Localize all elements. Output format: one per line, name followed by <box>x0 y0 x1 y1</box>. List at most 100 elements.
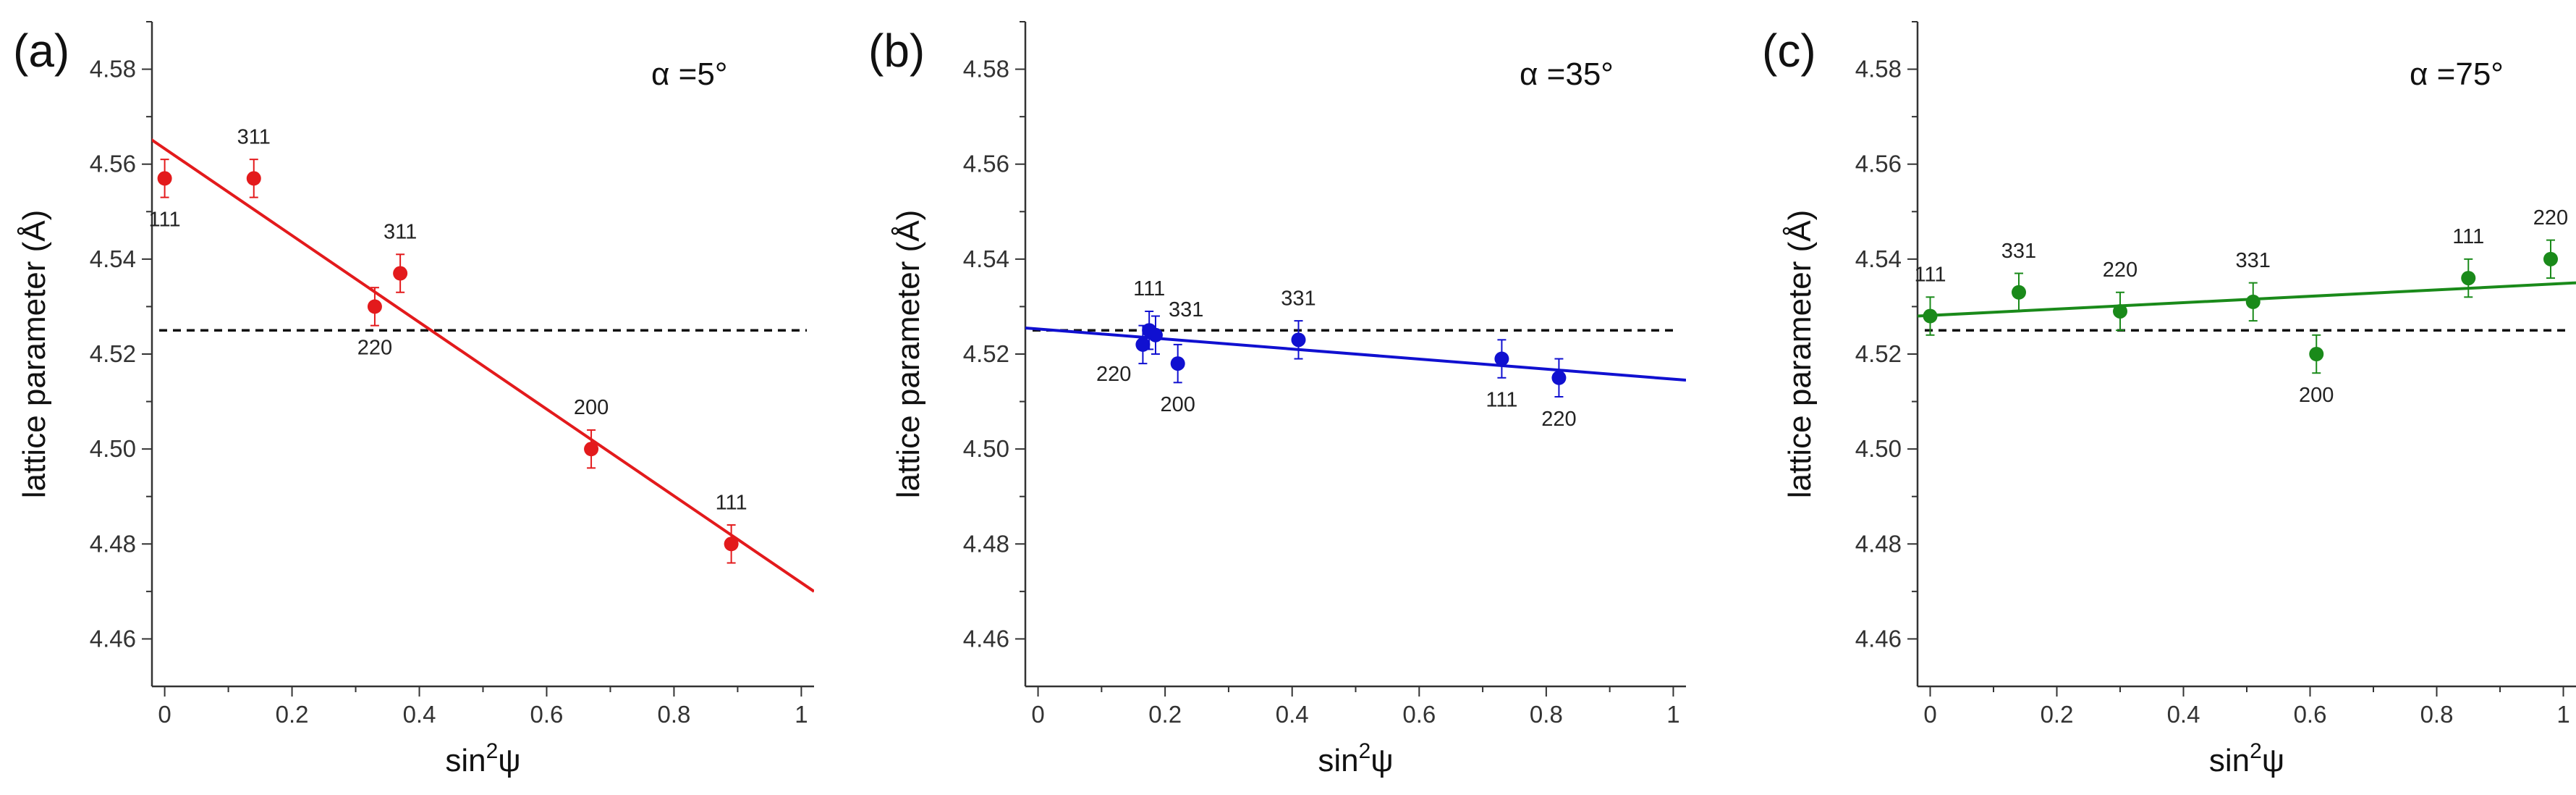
data-marker <box>1135 337 1151 352</box>
point-label: 200 <box>574 396 609 419</box>
data-marker <box>157 171 172 186</box>
point-label: 111 <box>716 491 747 514</box>
x-tick-label: 1 <box>2556 701 2569 728</box>
point-label: 111 <box>1914 264 1946 287</box>
y-axis-title: lattice parameter (Å) <box>1782 210 1818 499</box>
point-label: 220 <box>357 336 392 359</box>
point-label: 111 <box>1486 389 1517 412</box>
point-label: 331 <box>1281 287 1315 310</box>
data-marker <box>1291 332 1306 348</box>
data-marker <box>2113 303 2127 319</box>
data-point: 111 <box>2452 225 2484 298</box>
data-marker <box>1923 308 1938 324</box>
data-marker <box>724 537 739 552</box>
x-tick-label: 0.6 <box>530 701 564 728</box>
x-tick-label: 0 <box>158 701 171 728</box>
point-label: 331 <box>2236 249 2271 272</box>
data-point: 111 <box>1914 264 1946 336</box>
x-tick-label: 0 <box>1031 701 1044 728</box>
y-tick-label: 4.58 <box>963 56 1009 83</box>
y-tick-label: 4.54 <box>963 245 1009 272</box>
x-tick-label: 0.4 <box>403 701 436 728</box>
point-label: 220 <box>2103 258 2138 282</box>
point-label: 111 <box>1133 277 1165 300</box>
point-label: 311 <box>384 221 417 244</box>
data-point: 220 <box>1541 358 1577 431</box>
y-tick-label: 4.48 <box>1855 530 1902 557</box>
x-axis-title-base: sin <box>1318 743 1358 778</box>
x-tick-label: 0.2 <box>1148 701 1182 728</box>
x-tick-label: 0.6 <box>1402 701 1436 728</box>
x-axis-title-tail: ψ <box>498 743 520 778</box>
panel-label: (c) <box>1762 25 1816 77</box>
data-point: 331 <box>2236 249 2271 322</box>
data-marker <box>1494 351 1509 366</box>
data-point: 111 <box>716 491 747 564</box>
x-tick-label: 0.2 <box>2041 701 2074 728</box>
data-marker <box>584 442 599 457</box>
x-tick-label: 0 <box>1923 701 1936 728</box>
y-tick-label: 4.52 <box>90 340 136 367</box>
y-tick-label: 4.48 <box>963 530 1009 557</box>
data-marker <box>1551 370 1567 385</box>
y-tick-label: 4.52 <box>963 340 1009 367</box>
point-label: 220 <box>2533 206 2568 230</box>
y-tick-label: 4.50 <box>1855 435 1902 462</box>
chart-panel-c: 4.46 4.48 4.50 4.52 4.54 4.56 4.58 0 0.2 0.4 0.6 0.… <box>1762 21 2576 778</box>
data-point: 200 <box>2299 334 2334 407</box>
point-label: 220 <box>1096 363 1131 386</box>
data-point: 111 <box>1486 339 1517 412</box>
y-tick-label: 4.48 <box>90 530 136 557</box>
data-point: 220 <box>2533 206 2568 279</box>
data-point: 200 <box>574 396 609 469</box>
point-label: 200 <box>1160 393 1195 416</box>
x-axis-title-tail: ψ <box>1370 743 1393 778</box>
x-axis-title-base: sin <box>445 743 486 778</box>
x-tick-label: 0.8 <box>658 701 691 728</box>
data-point: 331 <box>2001 240 2036 312</box>
data-point: 331 <box>1281 287 1316 360</box>
y-tick-label: 4.46 <box>963 625 1009 652</box>
data-point: 111 <box>149 159 181 231</box>
x-axis-title-sup: 2 <box>486 739 499 763</box>
x-tick-label: 0.8 <box>2420 701 2454 728</box>
x-tick-label: 0.4 <box>1276 701 1309 728</box>
x-tick-label: 0.8 <box>1530 701 1563 728</box>
x-axis-title-base: sin <box>2209 743 2250 778</box>
x-axis-title-sup: 2 <box>2250 739 2262 763</box>
data-point: 331 <box>1148 298 1203 355</box>
data-marker <box>367 299 382 314</box>
chart-panel-a: 4.46 4.48 4.50 4.52 4.54 4.56 4.58 0 0.2 0.4 0.6 0.… <box>13 21 814 778</box>
y-tick-label: 4.46 <box>1855 625 1902 652</box>
data-point: 220 <box>357 287 392 359</box>
point-label: 331 <box>2001 240 2036 263</box>
y-axis-title: lattice parameter (Å) <box>891 210 926 499</box>
point-label: 220 <box>1541 408 1576 431</box>
point-label: 331 <box>1169 298 1203 321</box>
y-tick-label: 4.56 <box>963 151 1009 177</box>
y-tick-label: 4.54 <box>90 245 136 272</box>
data-marker <box>393 266 408 281</box>
alpha-annotation: α =75° <box>2410 56 2504 92</box>
data-marker <box>2309 347 2324 361</box>
y-tick-label: 4.58 <box>1855 56 1902 83</box>
data-point: 220 <box>1096 324 1151 386</box>
x-tick-label: 1 <box>795 701 808 728</box>
y-axis-title: lattice parameter (Å) <box>17 210 52 499</box>
x-tick-label: 0.4 <box>2167 701 2200 728</box>
data-marker <box>1148 327 1163 342</box>
point-label: 200 <box>2299 384 2334 407</box>
alpha-annotation: α =35° <box>1520 56 1614 92</box>
alpha-annotation: α =5° <box>651 56 727 92</box>
data-marker <box>2543 251 2558 266</box>
fit-line <box>1025 326 1686 382</box>
point-label: 311 <box>237 125 271 148</box>
x-axis-title: sin2ψ <box>445 739 520 778</box>
y-tick-label: 4.54 <box>1855 245 1902 272</box>
data-marker <box>2012 285 2026 300</box>
y-tick-label: 4.50 <box>90 435 136 462</box>
data-marker <box>2245 294 2261 309</box>
data-marker <box>1170 356 1185 371</box>
x-axis-title: sin2ψ <box>1318 739 1393 778</box>
